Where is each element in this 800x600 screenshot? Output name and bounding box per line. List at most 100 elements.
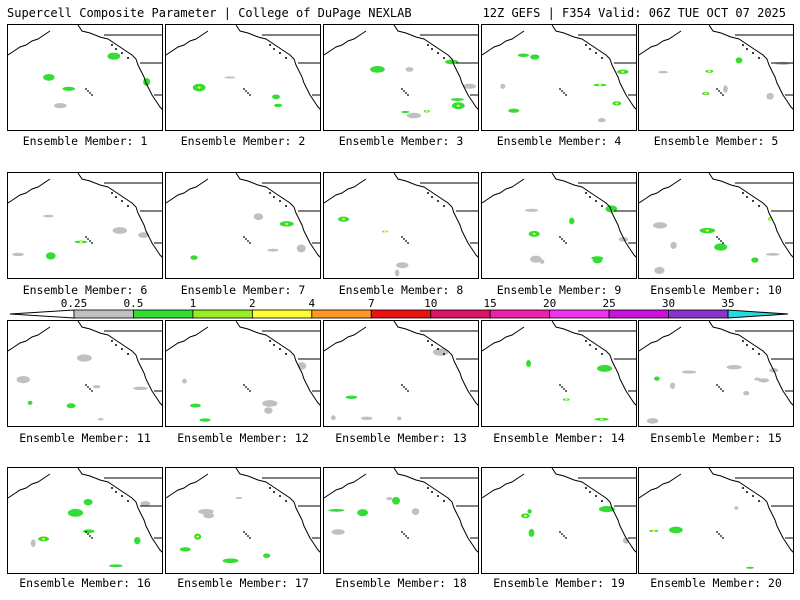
scp-contour xyxy=(328,509,345,512)
scp-contour xyxy=(681,370,697,374)
member-label: Ensemble Member: 16 xyxy=(19,576,151,590)
scp-contour xyxy=(526,360,531,368)
scp-contour xyxy=(751,257,759,263)
scp-contour xyxy=(190,255,198,260)
scp-contour xyxy=(463,83,477,89)
colorbar-bin xyxy=(489,309,551,319)
member-label: Ensemble Member: 5 xyxy=(653,134,779,148)
scp-contour xyxy=(669,526,683,534)
scp-map xyxy=(639,468,793,569)
member-label: Ensemble Member: 13 xyxy=(335,431,467,445)
scp-contour xyxy=(392,496,401,505)
scp-contour xyxy=(735,57,743,64)
member-label: Ensemble Member: 12 xyxy=(177,431,309,445)
scp-contour xyxy=(179,547,191,552)
member-label: Ensemble Member: 9 xyxy=(496,283,622,297)
scp-contour xyxy=(79,240,83,243)
scp-contour xyxy=(66,403,76,409)
ensemble-panel xyxy=(481,467,637,574)
scp-contour xyxy=(253,213,264,221)
scp-contour xyxy=(140,500,151,507)
member-label: Ensemble Member: 17 xyxy=(177,576,309,590)
colorbar-arrow-right xyxy=(727,309,789,319)
scp-contour xyxy=(45,252,56,260)
scp-contour xyxy=(262,400,278,407)
ensemble-panel xyxy=(7,172,163,279)
scp-contour xyxy=(653,222,667,229)
member-label: Ensemble Member: 7 xyxy=(180,283,306,297)
scp-contour xyxy=(621,70,625,73)
scp-contour xyxy=(564,398,568,401)
scp-contour xyxy=(517,53,530,58)
scp-contour xyxy=(743,390,750,396)
scp-contour xyxy=(360,416,373,420)
scp-contour xyxy=(76,354,92,362)
scp-map xyxy=(8,25,162,110)
scp-contour xyxy=(652,529,656,532)
scp-contour xyxy=(615,102,619,105)
scp-contour xyxy=(67,508,84,517)
scp-map xyxy=(482,468,636,553)
colorbar-bin xyxy=(192,309,253,319)
scp-contour xyxy=(723,85,728,93)
scp-map xyxy=(166,321,320,422)
scp-contour xyxy=(345,395,358,399)
scp-contour xyxy=(16,376,30,384)
scp-contour xyxy=(530,54,540,60)
scp-contour xyxy=(618,236,629,242)
scp-map xyxy=(482,173,636,264)
ensemble-panel xyxy=(638,320,794,427)
run-info: 12Z GEFS | F354 Valid: 06Z TUE OCT 07 20… xyxy=(482,6,786,20)
scp-contour xyxy=(726,364,742,370)
colorbar-tick-label: 15 xyxy=(483,297,497,310)
scp-contour xyxy=(528,528,535,537)
ensemble-panel xyxy=(638,24,794,131)
scp-contour xyxy=(82,529,95,534)
ensemble-panel xyxy=(638,172,794,279)
member-label: Ensemble Member: 19 xyxy=(493,576,625,590)
scp-map xyxy=(324,468,478,553)
scp-contour xyxy=(196,535,200,538)
scp-contour xyxy=(450,98,464,101)
scp-contour xyxy=(525,208,539,212)
scp-contour xyxy=(768,217,772,220)
ensemble-panel xyxy=(323,172,479,279)
scp-contour xyxy=(406,112,421,119)
scp-contour xyxy=(138,232,149,238)
colorbar-tick-label: 2 xyxy=(249,297,256,310)
scp-contour xyxy=(93,385,101,389)
scp-contour xyxy=(705,229,709,232)
colorbar-bin xyxy=(549,309,610,319)
member-label: Ensemble Member: 8 xyxy=(338,283,464,297)
scp-contour xyxy=(43,214,54,218)
scp-contour xyxy=(107,52,121,60)
member-label: Ensemble Member: 20 xyxy=(650,576,782,590)
scp-contour xyxy=(523,514,527,517)
scp-contour xyxy=(83,498,93,506)
ensemble-panel xyxy=(323,467,479,574)
colorbar-tick-label: 0.25 xyxy=(60,297,88,310)
member-label: Ensemble Member: 18 xyxy=(335,576,467,590)
scp-contour xyxy=(296,244,306,253)
scp-contour xyxy=(267,248,279,252)
colorbar-tick-label: 1 xyxy=(189,297,197,310)
scp-contour xyxy=(532,232,536,235)
ensemble-panel xyxy=(165,172,321,279)
scp-contour xyxy=(263,553,271,558)
ensemble-panel xyxy=(165,24,321,131)
scp-contour xyxy=(500,83,506,89)
member-label: Ensemble Member: 10 xyxy=(650,283,782,297)
scp-contour xyxy=(203,512,215,519)
colorbar-bin xyxy=(73,309,134,319)
scp-map xyxy=(639,25,793,110)
scp-contour xyxy=(357,509,369,517)
scp-contour xyxy=(27,400,33,405)
ensemble-panel xyxy=(481,172,637,279)
scp-map xyxy=(324,321,478,421)
scp-map xyxy=(8,173,162,260)
scp-contour xyxy=(199,418,211,422)
scp-contour xyxy=(383,230,387,233)
scp-contour xyxy=(273,103,283,108)
scp-contour xyxy=(766,92,774,100)
scp-contour xyxy=(445,59,459,65)
